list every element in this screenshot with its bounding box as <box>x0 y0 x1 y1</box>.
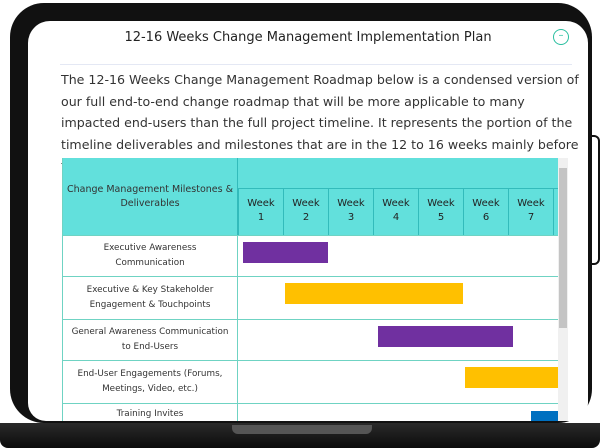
laptop-notch <box>232 425 372 434</box>
week-header: Week 4 <box>373 188 418 235</box>
gantt-bar <box>242 242 328 263</box>
gantt-bar <box>465 367 558 388</box>
divider <box>60 64 572 65</box>
scrollbar-thumb[interactable] <box>559 168 567 328</box>
row-label: Training Invites <box>63 404 238 421</box>
table-row: Executive Awareness Communication <box>63 235 558 276</box>
device-stand <box>592 135 600 265</box>
table-row: End-User Engagements (Forums, Meetings, … <box>63 360 558 403</box>
week-header: Week 3 <box>328 188 373 235</box>
roadmap-table: Change Management Milestones & Deliverab… <box>62 158 558 421</box>
table-row: Training Invites <box>63 403 558 421</box>
week-header: Week 2 <box>283 188 328 235</box>
screen: 12-16 Weeks Change Management Implementa… <box>28 21 588 421</box>
section-title: 12-16 Weeks Change Management Implementa… <box>124 30 492 45</box>
week-header: Week 1 <box>238 188 283 235</box>
gantt-bar <box>377 326 513 347</box>
row-label: Executive Awareness Communication <box>63 236 238 276</box>
row-label: Executive & Key Stakeholder Engagement &… <box>63 277 238 319</box>
row-label: End-User Engagements (Forums, Meetings, … <box>63 361 238 403</box>
week-header <box>553 188 558 235</box>
gantt-bar <box>285 283 463 304</box>
header-milestones: Change Management Milestones & Deliverab… <box>63 158 238 235</box>
scrollbar[interactable] <box>558 158 568 421</box>
table-header: Change Management Milestones & Deliverab… <box>63 158 558 235</box>
table-row: General Awareness Communication to End-U… <box>63 319 558 360</box>
week-header: Week 7 <box>508 188 553 235</box>
gantt-bar <box>530 411 558 421</box>
table-row: Executive & Key Stakeholder Engagement &… <box>63 276 558 319</box>
collapse-toggle-icon[interactable]: – <box>553 29 569 45</box>
week-header: Week 5 <box>418 188 463 235</box>
screen-wrap: 12-16 Weeks Change Management Implementa… <box>10 3 592 423</box>
week-header: Week 6 <box>463 188 508 235</box>
row-label: General Awareness Communication to End-U… <box>63 320 238 360</box>
